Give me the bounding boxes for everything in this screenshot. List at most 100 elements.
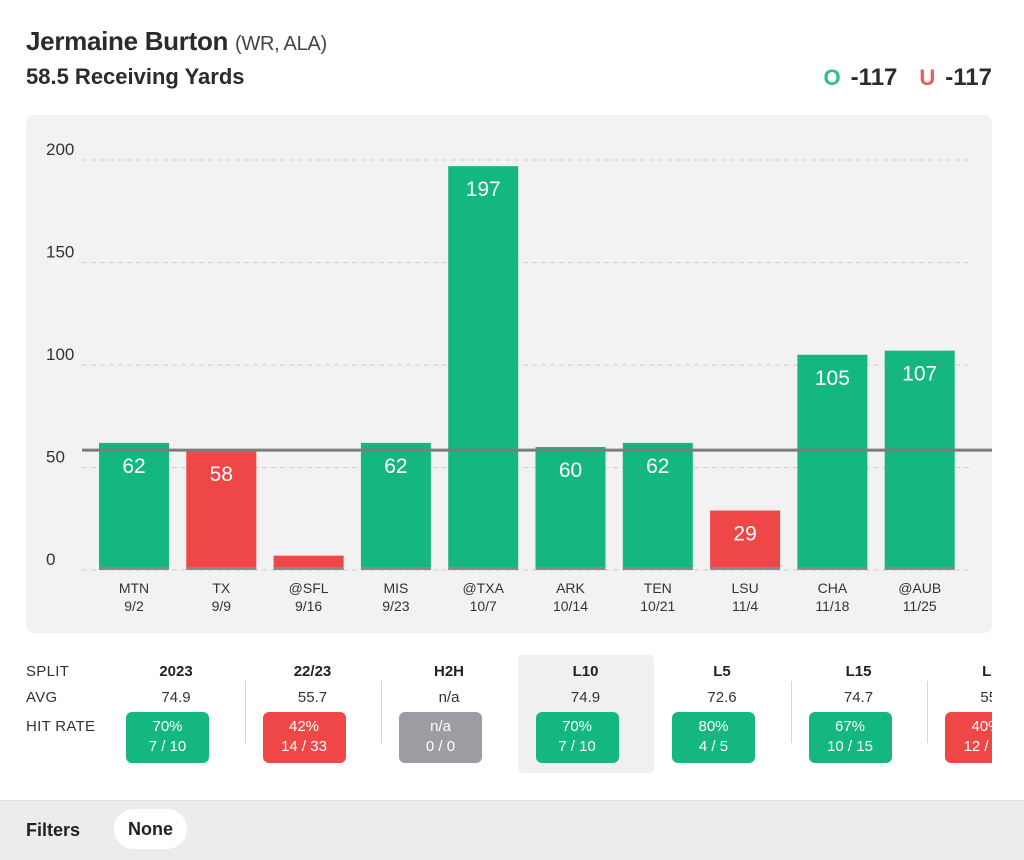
bar-value-label: 62 [646, 455, 669, 478]
bar-baseline [99, 567, 169, 570]
x-tick-opponent: ARK [556, 580, 585, 596]
x-tick-date: 11/4 [732, 598, 758, 614]
split-column-l15[interactable]: L15 74.7 67% 10 / 15 [790, 655, 927, 773]
under-odds-value: -117 [945, 64, 992, 91]
split-name: L5 [713, 663, 731, 680]
bar-baseline [448, 567, 519, 570]
hit-rate-fraction: 7 / 10 [148, 738, 187, 755]
bar-value-label: 105 [815, 367, 850, 390]
bar[interactable] [448, 166, 519, 570]
split-avg: 74.9 [161, 689, 191, 706]
split-avg: 55.0 [980, 689, 992, 706]
split-row-label: SPLIT [26, 663, 70, 680]
x-tick-opponent: MTN [119, 580, 149, 596]
hit-rate-fraction: 10 / 15 [827, 738, 873, 755]
x-tick-opponent: CHA [818, 580, 848, 596]
splits-scroller[interactable]: 2023 74.9 70% 7 / 10 22/23 55.7 42% 14 / 33 H2H n… [26, 655, 992, 775]
bar-baseline [797, 567, 868, 570]
hit-rate-fraction: 7 / 10 [558, 738, 596, 755]
x-tick-opponent: MIS [383, 580, 408, 596]
bar-baseline [622, 567, 693, 570]
prop-header: Jermaine Burton (WR, ALA) 58.5 Receiving… [26, 26, 992, 96]
x-tick-date: 9/23 [382, 598, 409, 614]
bar-baseline [273, 567, 344, 570]
bar[interactable] [797, 354, 868, 570]
split-column-l5[interactable]: L5 72.6 80% 4 / 5 [654, 655, 790, 773]
hit-rate-percent: 70% [152, 718, 183, 735]
x-tick-opponent: @AUB [898, 580, 941, 596]
split-column-2223[interactable]: 22/23 55.7 42% 14 / 33 [244, 655, 381, 773]
hit-rate-percent: 80% [698, 718, 729, 735]
bar-baseline [535, 567, 606, 570]
y-tick-label: 50 [46, 448, 65, 467]
bar-value-label: 60 [559, 459, 582, 482]
x-tick-opponent: @SFL [289, 580, 329, 596]
bar-value-label: 29 [733, 523, 756, 546]
x-tick-opponent: LSU [731, 580, 758, 596]
split-avg: 74.9 [570, 689, 601, 706]
bar-baseline [360, 567, 431, 570]
x-tick-date: 9/9 [212, 598, 232, 614]
player-title: Jermaine Burton (WR, ALA) [26, 26, 327, 57]
prop-line: 58.5 Receiving Yards [26, 64, 245, 89]
bar-value-label: 197 [466, 178, 501, 201]
bar[interactable] [360, 442, 431, 570]
split-name: L10 [572, 663, 599, 680]
split-column-l10[interactable]: L10 74.9 70% 7 / 10 [517, 655, 654, 773]
player-position-team: (WR, ALA) [235, 33, 327, 55]
hit-rate-badge: n/a 0 / 0 [399, 712, 482, 763]
bar-value-label: 107 [902, 363, 937, 386]
hit-rate-fraction: 4 / 5 [698, 738, 729, 755]
split-divider [790, 681, 792, 743]
y-tick-label: 0 [46, 550, 55, 569]
split-column-2023[interactable]: 2023 74.9 70% 7 / 10 [108, 655, 244, 773]
filters-chip[interactable]: None [114, 809, 187, 849]
filters-bar: Filters None [0, 800, 1024, 860]
hit-rate-percent: n/a [430, 718, 451, 735]
y-tick-label: 150 [46, 243, 74, 262]
split-divider [927, 681, 928, 743]
bar-value-label: 62 [122, 455, 145, 478]
split-avg: n/a [438, 689, 460, 706]
x-tick-date: 10/7 [470, 598, 497, 614]
hit-rate-badge: 40% 12 / 30 [945, 712, 992, 763]
x-tick-opponent: @TXA [462, 580, 504, 596]
hit-rate-percent: 40% [971, 718, 992, 735]
hit-rate-badge: 70% 7 / 10 [126, 712, 209, 763]
x-tick-date: 11/25 [903, 598, 937, 614]
hit-rate-badge: 80% 4 / 5 [672, 712, 755, 763]
bar-baseline [884, 567, 955, 570]
hit-rate-percent: 67% [834, 718, 866, 735]
bar[interactable] [186, 451, 257, 570]
bar-value-label: 62 [384, 455, 407, 478]
bar-chart: 0 50 100 150 200 62 MTN 9/2 58 TX 9/9 @SFL 9/16 62 MIS… [46, 140, 992, 614]
split-name: 2023 [159, 663, 193, 680]
bar-baseline [186, 567, 257, 570]
hit-rate-badge: 70% 7 / 10 [535, 712, 619, 763]
split-column-h2h[interactable]: H2H n/a n/a 0 / 0 [381, 655, 517, 773]
bar[interactable] [273, 555, 344, 570]
x-tick-date: 9/16 [295, 598, 322, 614]
bar[interactable] [535, 447, 606, 570]
y-tick-label: 200 [46, 140, 74, 159]
y-tick-label: 100 [46, 345, 74, 364]
x-tick-date: 10/21 [640, 598, 675, 614]
over-odds-button[interactable]: O -117 [824, 64, 898, 92]
split-column-l30[interactable]: L30 55.0 40% 12 / 30 [927, 655, 992, 773]
bar[interactable] [622, 442, 693, 570]
hit-rate-badge: 42% 14 / 33 [262, 712, 346, 763]
hit-rate-fraction: 12 / 30 [963, 738, 992, 755]
x-tick-date: 9/2 [124, 598, 144, 614]
player-name: Jermaine Burton [26, 26, 229, 56]
bar[interactable] [710, 510, 781, 570]
split-divider [381, 681, 382, 743]
splits-table: SPLIT AVG HIT RATE 2023 74.9 70% 7 / 10 22/2… [26, 655, 992, 775]
bar-baseline [710, 567, 781, 570]
filters-label: Filters [26, 820, 81, 840]
avg-row-label: AVG [26, 689, 58, 706]
x-tick-date: 11/18 [815, 598, 849, 614]
bar[interactable] [99, 442, 169, 570]
bar[interactable] [884, 350, 955, 570]
x-tick-opponent: TEN [644, 580, 672, 596]
under-odds-button[interactable]: U -117 [919, 64, 992, 92]
